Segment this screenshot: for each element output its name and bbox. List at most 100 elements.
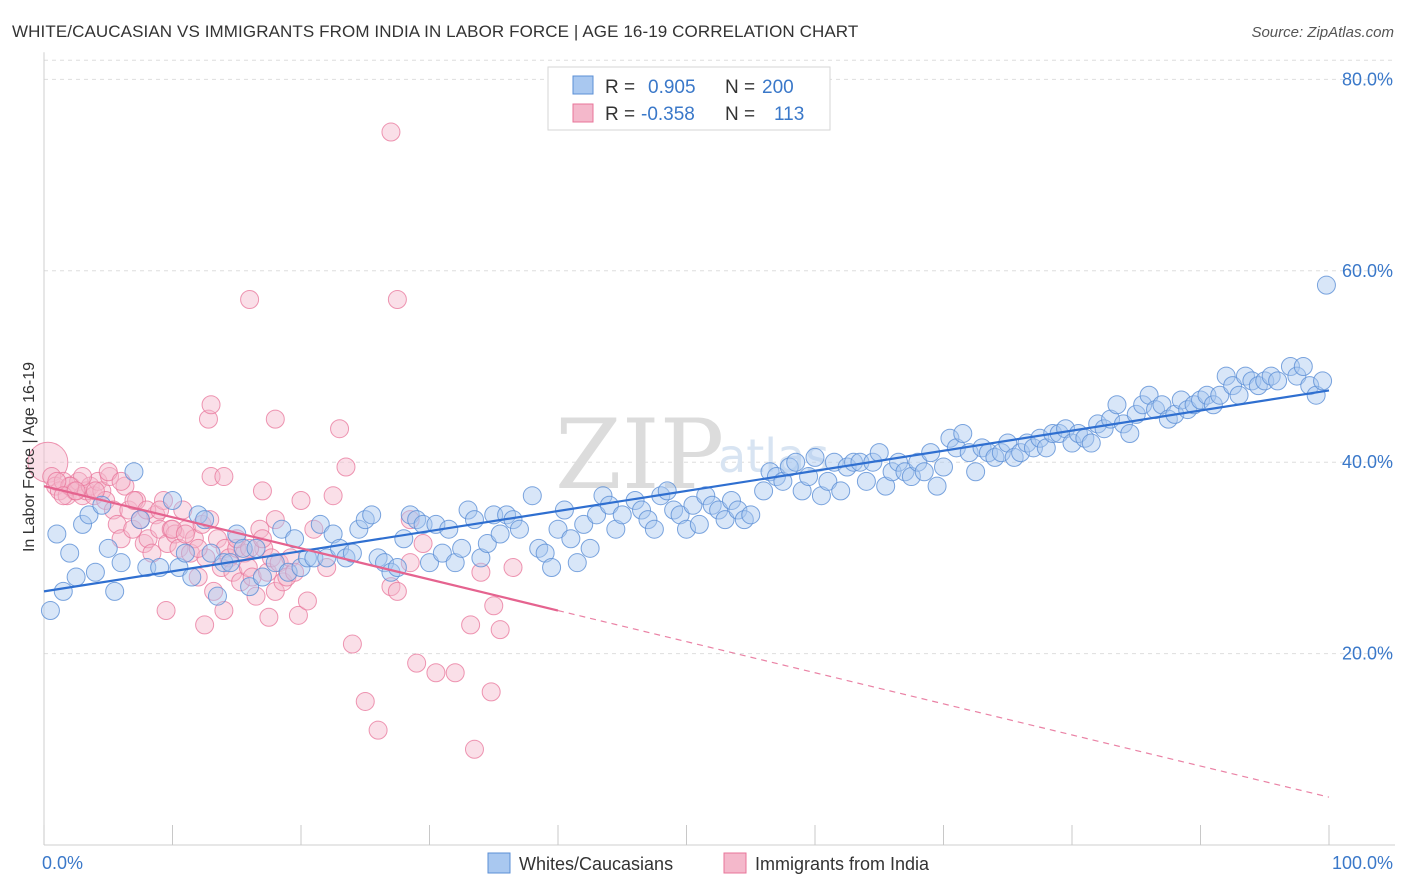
data-point-whites xyxy=(310,514,330,534)
data-point-whites xyxy=(966,462,986,482)
data-point-whites xyxy=(1036,438,1056,458)
data-point-whites xyxy=(831,481,851,501)
stats-box-frame xyxy=(547,66,831,131)
data-point-india xyxy=(246,586,266,606)
data-point-whites xyxy=(1062,433,1082,453)
data-point-india xyxy=(484,596,504,616)
data-point-whites xyxy=(696,486,716,506)
data-point-whites xyxy=(47,524,67,544)
stats-n-value-2: 113 xyxy=(774,104,804,125)
y-tick-label: 80.0% xyxy=(1342,69,1393,89)
data-point-whites xyxy=(934,457,953,477)
data-point-whites xyxy=(1313,371,1333,391)
data-point-whites xyxy=(811,486,831,506)
stats-r-label-2: R = xyxy=(605,104,635,125)
data-point-whites xyxy=(349,519,369,539)
data-point-india xyxy=(98,462,118,482)
data-point-india xyxy=(445,663,465,683)
data-point-india xyxy=(240,538,260,558)
data-point-india xyxy=(342,634,362,654)
trend-line-india xyxy=(43,485,559,612)
data-point-whites xyxy=(683,495,703,515)
data-point-whites xyxy=(471,548,491,568)
legend-label-india: Immigrants from India xyxy=(755,854,930,874)
data-point-whites xyxy=(1120,423,1140,443)
data-point-india xyxy=(201,395,221,415)
data-point-india xyxy=(503,557,523,577)
data-point-whites xyxy=(265,553,285,573)
data-point-whites xyxy=(240,577,260,597)
stats-r-value-1: 0.905 xyxy=(648,77,696,98)
data-point-whites xyxy=(445,553,465,573)
data-point-whites xyxy=(124,462,144,482)
data-point-whites xyxy=(1152,395,1172,415)
data-point-whites xyxy=(1229,385,1249,405)
data-point-india xyxy=(387,290,407,310)
data-point-whites xyxy=(715,510,735,530)
data-point-whites xyxy=(278,562,298,582)
data-point-whites xyxy=(1011,443,1031,463)
data-point-whites xyxy=(741,505,761,525)
data-point-whites xyxy=(272,519,292,539)
data-point-india xyxy=(188,538,208,558)
data-point-whites xyxy=(1139,385,1159,405)
data-point-whites xyxy=(689,514,709,534)
data-point-india xyxy=(413,534,433,554)
data-point-india xyxy=(73,467,93,487)
data-point-india xyxy=(198,409,218,429)
data-point-whites xyxy=(567,553,587,573)
data-point-india xyxy=(111,471,131,491)
series-immigrants-from-india xyxy=(27,122,523,759)
data-point-whites xyxy=(876,476,896,496)
stats-r-value-2: -0.358 xyxy=(641,104,695,125)
y-tick-label: 60.0% xyxy=(1342,261,1393,281)
legend-swatch-whites xyxy=(487,852,511,874)
data-point-india xyxy=(259,607,279,627)
data-point-whites xyxy=(1316,275,1336,295)
data-point-whites xyxy=(1216,366,1236,386)
data-point-whites xyxy=(1268,371,1288,391)
chart-title: WHITE/CAUCASIAN VS IMMIGRANTS FROM INDIA… xyxy=(12,22,859,41)
data-point-whites xyxy=(856,471,876,491)
data-point-india xyxy=(107,514,127,534)
legend: Whites/Caucasians Immigrants from India xyxy=(487,852,930,874)
data-point-whites xyxy=(323,524,343,544)
data-point-whites xyxy=(901,467,921,487)
data-point-whites xyxy=(201,543,221,563)
data-point-whites xyxy=(175,543,195,563)
data-point-india xyxy=(330,419,350,439)
data-point-india xyxy=(163,519,182,539)
data-point-india xyxy=(240,290,260,310)
trend-lines xyxy=(43,389,1330,798)
data-point-india xyxy=(124,490,144,510)
data-point-whites xyxy=(574,514,594,534)
data-point-india xyxy=(265,409,285,429)
data-point-whites xyxy=(792,481,812,501)
data-point-whites xyxy=(728,500,748,520)
data-point-india xyxy=(85,481,105,501)
data-point-whites xyxy=(542,557,562,577)
data-point-india xyxy=(481,682,501,702)
data-point-whites xyxy=(709,500,729,520)
data-point-whites xyxy=(509,519,529,539)
data-point-india xyxy=(387,581,407,601)
data-point-whites xyxy=(844,452,864,472)
data-point-whites xyxy=(85,562,105,582)
data-point-india xyxy=(214,467,234,487)
data-point-whites xyxy=(105,581,125,601)
data-point-whites xyxy=(1171,390,1191,410)
data-point-whites xyxy=(182,567,202,587)
data-point-whites xyxy=(111,553,131,573)
data-point-india xyxy=(175,524,195,544)
data-point-whites xyxy=(1030,428,1050,448)
data-point-india xyxy=(317,557,337,577)
data-point-whites xyxy=(432,543,452,563)
data-point-whites xyxy=(721,490,741,510)
data-point-india xyxy=(214,601,234,621)
data-point-india xyxy=(195,615,215,635)
data-point-india xyxy=(157,534,177,554)
data-point-whites xyxy=(1300,376,1320,396)
x-tick-label-min: 0.0% xyxy=(42,853,83,873)
data-point-whites xyxy=(98,538,118,558)
